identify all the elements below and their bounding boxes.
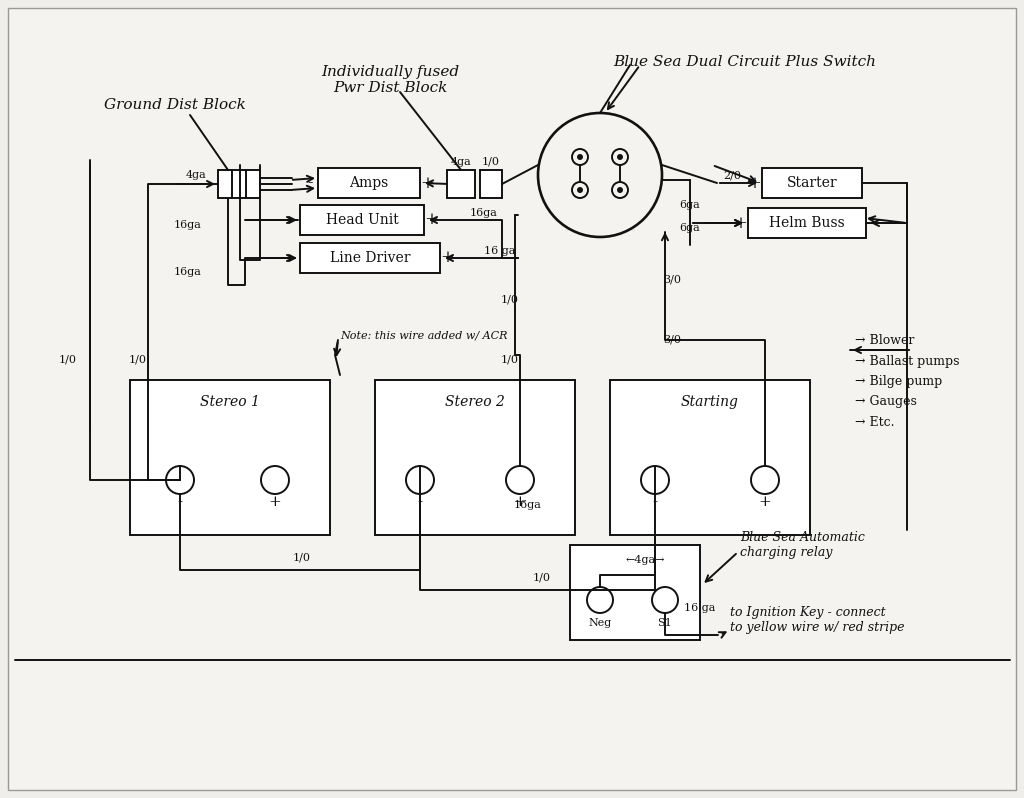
Circle shape <box>577 154 583 160</box>
Text: Head Unit: Head Unit <box>326 213 398 227</box>
Text: +: + <box>514 495 526 509</box>
Text: to Ignition Key - connect
to yellow wire w/ red stripe: to Ignition Key - connect to yellow wire… <box>730 606 904 634</box>
Text: +: + <box>440 250 454 267</box>
Text: Stereo 2: Stereo 2 <box>445 395 505 409</box>
Text: S1: S1 <box>657 618 673 628</box>
Bar <box>610 380 810 535</box>
Circle shape <box>617 187 623 193</box>
Text: 4ga: 4ga <box>451 157 471 167</box>
Text: 1/0: 1/0 <box>501 295 519 305</box>
Text: 3/0: 3/0 <box>663 275 681 285</box>
Circle shape <box>577 187 583 193</box>
Text: 3/0: 3/0 <box>663 335 681 345</box>
Text: → Blower: → Blower <box>855 334 914 346</box>
Bar <box>300 205 424 235</box>
Bar <box>300 243 440 273</box>
Text: → Ballast pumps: → Ballast pumps <box>855 355 959 369</box>
Bar <box>762 168 862 198</box>
Bar <box>570 545 700 640</box>
Bar <box>218 170 260 198</box>
Text: Starter: Starter <box>786 176 838 190</box>
Text: Starting: Starting <box>681 395 739 409</box>
Text: Blue Sea Dual Circuit Plus Switch: Blue Sea Dual Circuit Plus Switch <box>613 55 877 69</box>
Text: ←4ga→: ←4ga→ <box>626 555 665 565</box>
Text: 1/0: 1/0 <box>59 355 77 365</box>
Text: 16ga: 16ga <box>174 267 202 277</box>
Text: 1/0: 1/0 <box>129 355 147 365</box>
Bar <box>375 380 575 535</box>
Text: → Bilge pump: → Bilge pump <box>855 376 942 389</box>
Text: 6ga: 6ga <box>680 200 700 210</box>
Text: Stereo 1: Stereo 1 <box>200 395 260 409</box>
Bar <box>748 208 866 238</box>
Text: 16 ga: 16 ga <box>684 603 716 613</box>
Text: 16 ga: 16 ga <box>484 246 516 256</box>
Text: Line Driver: Line Driver <box>330 251 411 265</box>
Text: +: + <box>759 495 771 509</box>
Text: → Etc.: → Etc. <box>855 416 895 429</box>
Text: 2/0: 2/0 <box>723 171 741 181</box>
Text: -: - <box>652 495 657 509</box>
Text: 16ga: 16ga <box>174 220 202 230</box>
Text: Blue Sea Automatic
charging relay: Blue Sea Automatic charging relay <box>740 531 865 559</box>
Text: +: + <box>420 175 434 192</box>
Text: Amps: Amps <box>349 176 389 190</box>
Text: 1/0: 1/0 <box>534 572 551 582</box>
Text: 1/0: 1/0 <box>482 157 500 167</box>
Text: 1/0: 1/0 <box>293 552 311 562</box>
Text: 6ga: 6ga <box>680 223 700 233</box>
Bar <box>318 168 420 198</box>
Text: -: - <box>289 211 295 228</box>
Bar <box>480 170 502 198</box>
Text: 1/0: 1/0 <box>501 355 519 365</box>
Text: 16ga: 16ga <box>470 208 498 218</box>
Text: +: + <box>268 495 282 509</box>
Text: Ground Dist Block: Ground Dist Block <box>104 98 246 112</box>
Text: -: - <box>307 175 312 192</box>
Bar <box>130 380 330 535</box>
Text: -: - <box>418 495 423 509</box>
Text: -: - <box>289 250 295 267</box>
Text: 16ga: 16ga <box>514 500 542 510</box>
Text: -: - <box>866 175 871 192</box>
Text: Individually fused
Pwr Dist Block: Individually fused Pwr Dist Block <box>321 65 459 95</box>
Text: +: + <box>424 211 438 228</box>
Text: +: + <box>733 215 746 231</box>
Text: +: + <box>748 175 761 192</box>
Text: Note: this wire added w/ ACR: Note: this wire added w/ ACR <box>340 330 508 340</box>
Text: 4ga: 4ga <box>185 170 207 180</box>
Bar <box>447 170 475 198</box>
Circle shape <box>617 154 623 160</box>
Text: Neg: Neg <box>589 618 611 628</box>
Text: → Gauges: → Gauges <box>855 396 916 409</box>
Text: -: - <box>870 215 876 231</box>
Text: Helm Buss: Helm Buss <box>769 216 845 230</box>
Text: -: - <box>177 495 182 509</box>
